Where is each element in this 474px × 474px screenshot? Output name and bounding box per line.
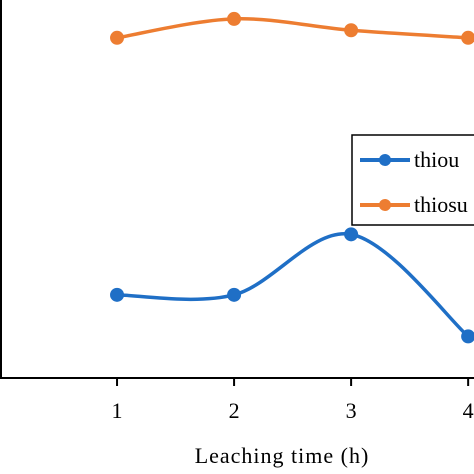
x-tick-label: 4 bbox=[463, 398, 474, 423]
series-line-thiosu bbox=[116, 17, 469, 40]
data-point-thiosu bbox=[110, 30, 125, 45]
data-point-thiou bbox=[110, 287, 125, 302]
x-tick-label: 1 bbox=[112, 398, 123, 423]
series-thiosu bbox=[110, 11, 474, 45]
x-tick-label: 2 bbox=[229, 398, 240, 423]
data-point-thiou bbox=[227, 287, 242, 302]
legend-box bbox=[351, 134, 474, 226]
legend-label-thiosu: thiosu bbox=[414, 192, 468, 217]
legend-marker-thiosu bbox=[379, 199, 391, 211]
legend: thiou thiosu bbox=[351, 134, 474, 226]
data-point-thiou bbox=[461, 329, 474, 344]
data-point-thiosu bbox=[461, 30, 474, 45]
series-line-thiou bbox=[117, 232, 470, 338]
data-point-thiosu bbox=[227, 11, 242, 26]
series-layer bbox=[110, 11, 474, 344]
legend-marker-thiou bbox=[379, 154, 391, 166]
x-tick-label: 3 bbox=[346, 398, 357, 423]
series-thiou bbox=[110, 227, 474, 344]
data-point-thiou bbox=[344, 227, 359, 242]
x-axis-title: Leaching time (h) bbox=[195, 443, 370, 468]
legend-label-thiou: thiou bbox=[414, 147, 459, 172]
axes-layer: 1 2 3 4 bbox=[0, 0, 474, 423]
data-point-thiosu bbox=[344, 23, 359, 38]
